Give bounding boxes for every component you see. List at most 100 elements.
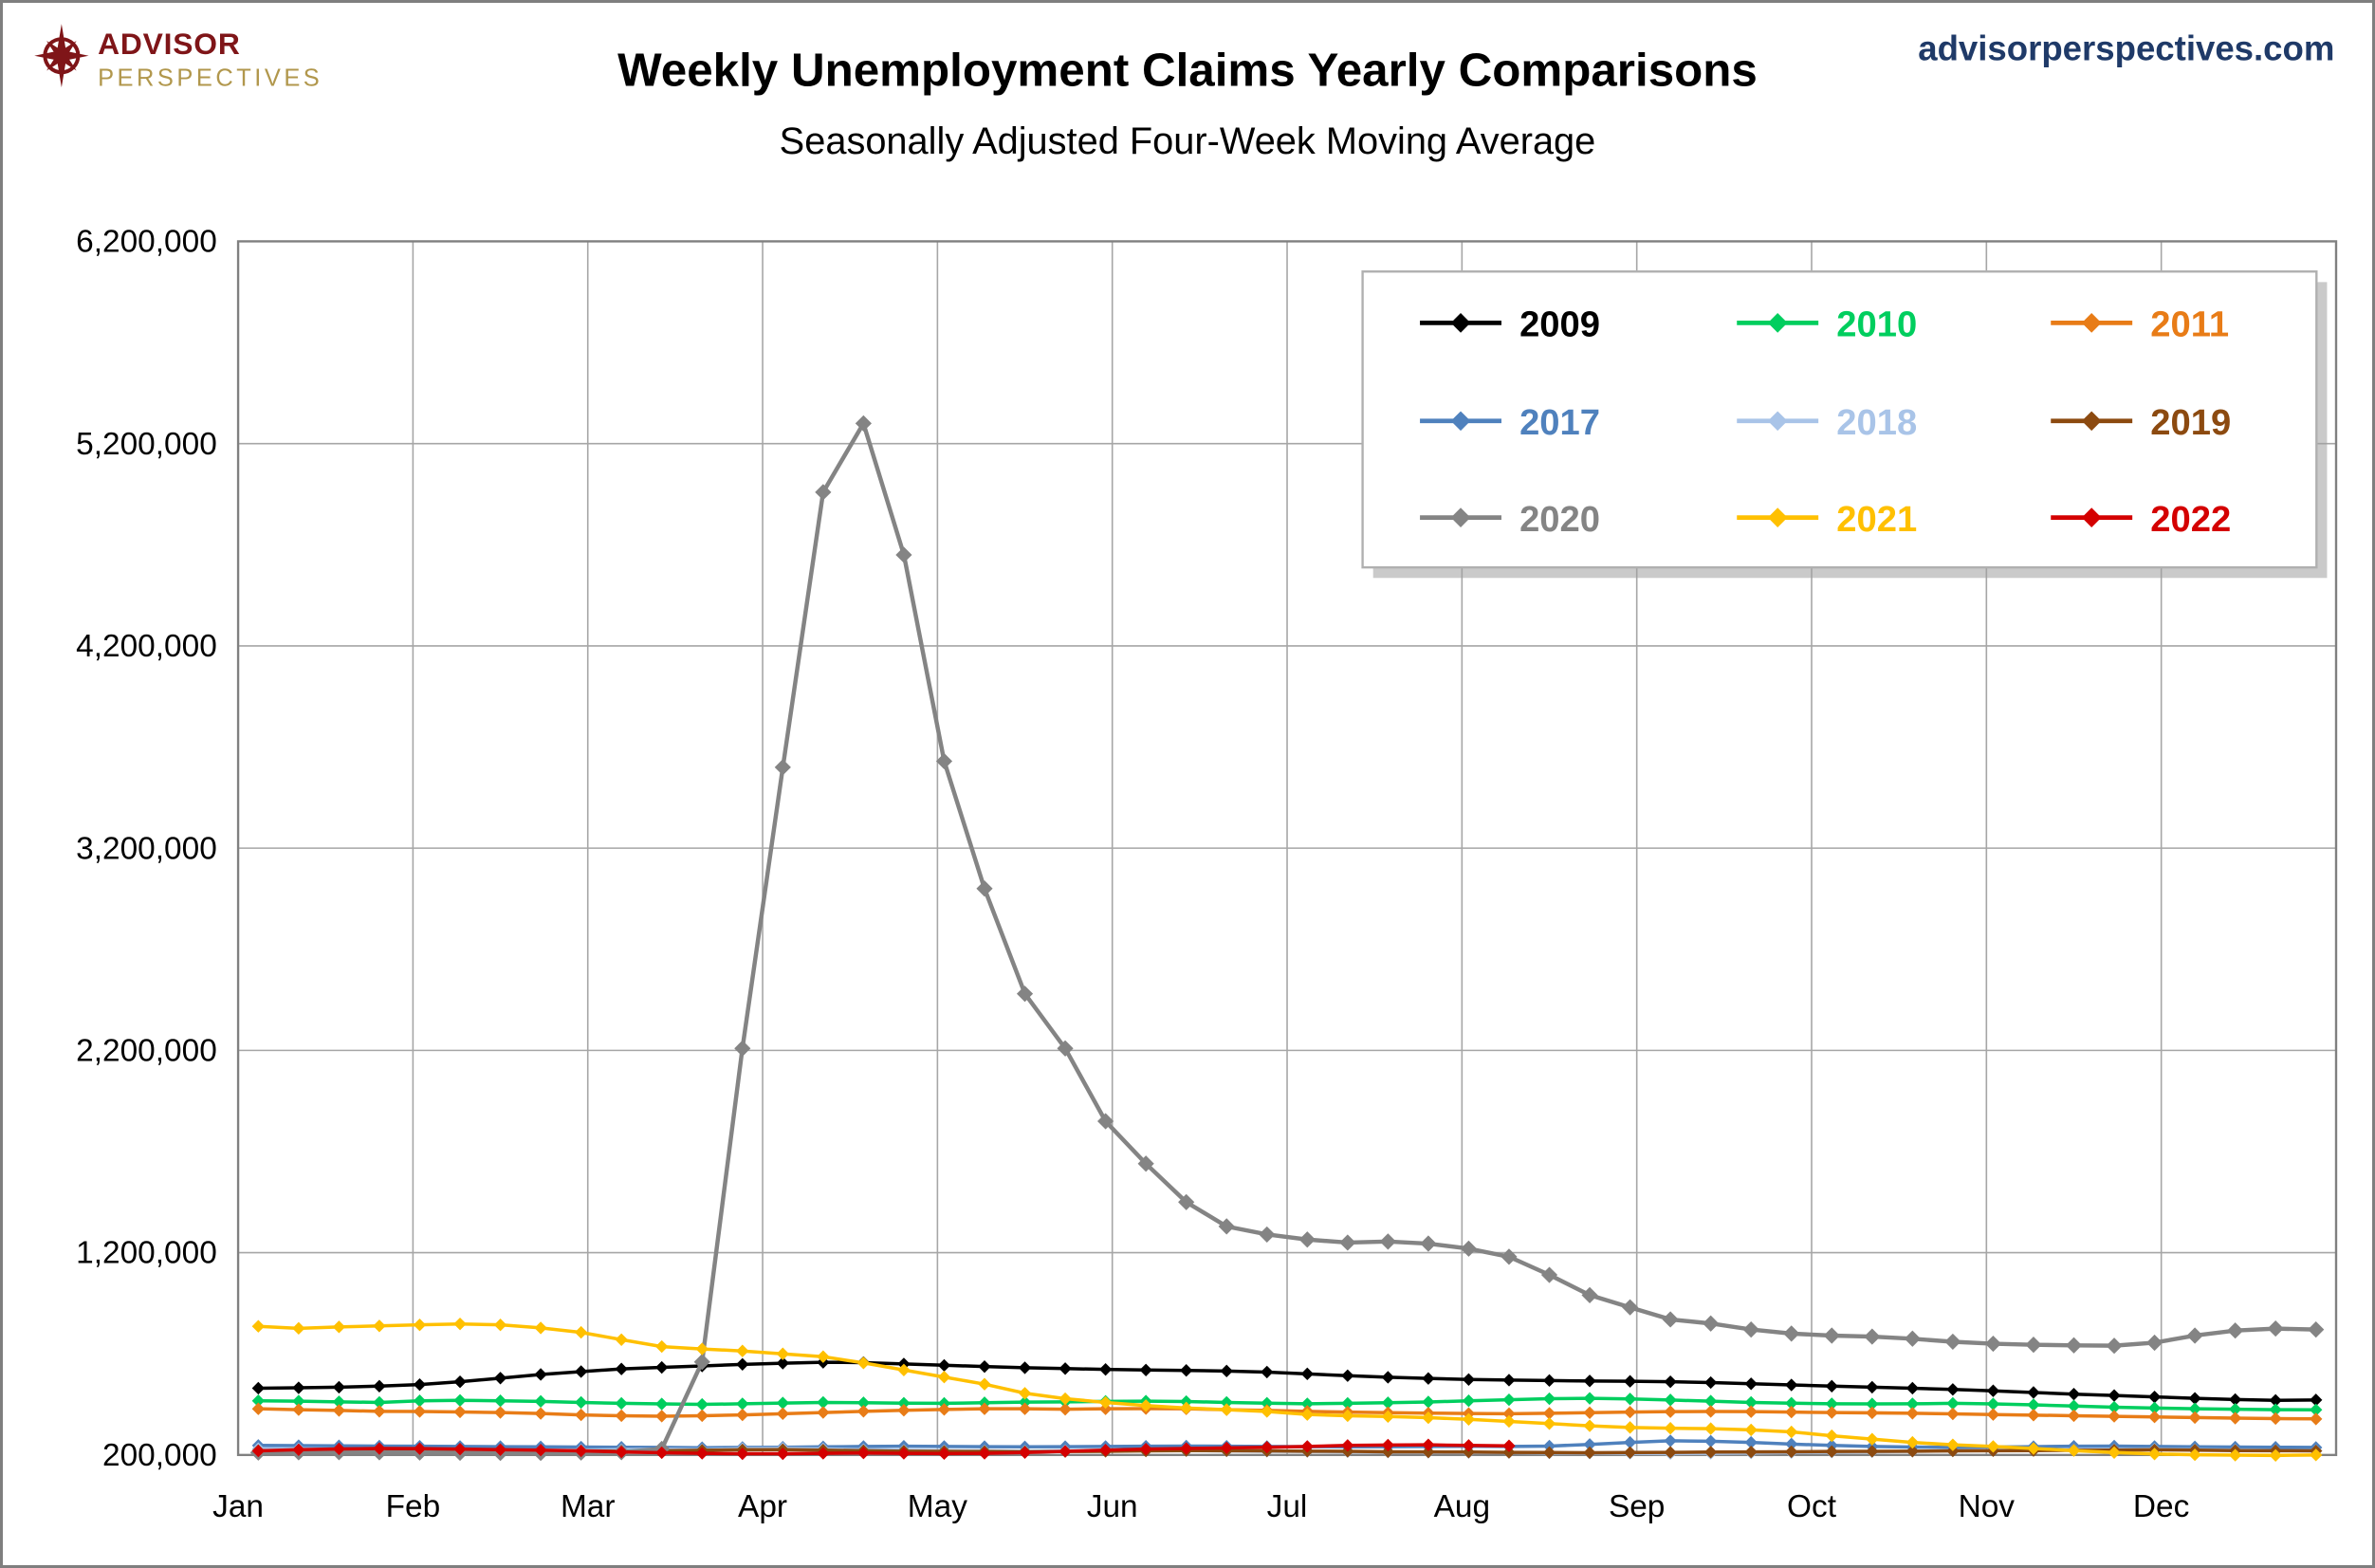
- marker-diamond-2022: [1502, 1439, 1516, 1452]
- marker-diamond-2020: [1379, 1233, 1396, 1250]
- marker-diamond-2021: [615, 1333, 628, 1346]
- marker-diamond-2011: [534, 1407, 547, 1420]
- legend-marker-2009: [1450, 313, 1471, 333]
- marker-diamond-2009: [2067, 1387, 2081, 1401]
- marker-diamond-2011: [1906, 1407, 1920, 1420]
- marker-diamond-2020: [734, 1040, 751, 1057]
- marker-diamond-2009: [615, 1362, 628, 1375]
- marker-diamond-2021: [978, 1377, 991, 1391]
- marker-diamond-2020: [1137, 1155, 1154, 1172]
- chart-title: Weekly Unemployment Claims Yearly Compar…: [617, 45, 1758, 97]
- legend-label-2019: 2019: [2150, 402, 2231, 443]
- marker-diamond-2011: [1583, 1406, 1596, 1419]
- legend-item-2009[interactable]: 2009: [1420, 304, 1600, 345]
- compass-star-diagonal: [46, 40, 77, 71]
- series-line-2009: [258, 1360, 2316, 1402]
- marker-diamond-2021: [1261, 1405, 1274, 1418]
- marker-diamond-2021: [1542, 1417, 1556, 1430]
- y-axis-tick-label: 3,200,000: [76, 831, 217, 866]
- marker-diamond-2021: [1744, 1423, 1758, 1437]
- marker-diamond-2009: [1825, 1379, 1838, 1393]
- marker-diamond-2020: [1500, 1248, 1518, 1265]
- marker-diamond-2021: [937, 1371, 951, 1384]
- x-axis-month-label: Sep: [1609, 1489, 1665, 1524]
- marker-diamond-2021: [1059, 1392, 1072, 1406]
- marker-diamond-2021: [1664, 1422, 1677, 1435]
- marker-diamond-2009: [2310, 1393, 2323, 1407]
- x-axis-month-label: Aug: [1434, 1489, 1490, 1524]
- marker-diamond-2021: [574, 1325, 588, 1339]
- website-link[interactable]: advisorperspectives.com: [1918, 28, 2334, 67]
- marker-diamond-2011: [1946, 1407, 1960, 1421]
- marker-diamond-2020: [815, 484, 832, 501]
- legend-item-2011[interactable]: 2011: [2051, 304, 2229, 345]
- marker-diamond-2011: [817, 1406, 830, 1419]
- marker-diamond-2020: [1984, 1335, 2002, 1353]
- marker-diamond-2019: [1664, 1446, 1677, 1459]
- legend-label-2011: 2011: [2150, 304, 2229, 345]
- marker-diamond-2017: [1703, 1434, 1718, 1448]
- marker-diamond-2019: [1542, 1446, 1556, 1459]
- marker-diamond-2009: [2147, 1390, 2162, 1404]
- marker-diamond-2009: [978, 1359, 991, 1374]
- legend-item-2019[interactable]: 2019: [2051, 402, 2231, 443]
- marker-diamond-2019: [1785, 1445, 1798, 1459]
- marker-diamond-2009: [292, 1381, 305, 1394]
- marker-diamond-2021: [1098, 1395, 1113, 1410]
- marker-diamond-2010: [1785, 1396, 1798, 1410]
- marker-diamond-2011: [695, 1409, 709, 1423]
- marker-diamond-2021: [292, 1321, 305, 1336]
- marker-diamond-2022: [292, 1443, 305, 1456]
- marker-diamond-2011: [1018, 1402, 1032, 1415]
- legend-marker-2011: [2081, 313, 2102, 333]
- marker-diamond-2011: [1825, 1406, 1838, 1419]
- marker-diamond-2009: [1906, 1381, 1920, 1395]
- legend-item-2021[interactable]: 2021: [1737, 499, 1917, 540]
- marker-diamond-2011: [413, 1405, 427, 1418]
- legend-item-2010[interactable]: 2010: [1737, 304, 1917, 345]
- x-axis-month-label: Mar: [561, 1489, 616, 1524]
- marker-diamond-2022: [736, 1447, 749, 1461]
- marker-diamond-2021: [1502, 1414, 1516, 1429]
- marker-diamond-2022: [776, 1447, 789, 1461]
- marker-diamond-2010: [493, 1394, 507, 1408]
- marker-diamond-2022: [1098, 1444, 1113, 1457]
- legend-marker-2020: [1450, 507, 1471, 527]
- marker-diamond-2022: [856, 1447, 871, 1460]
- legend-item-2018[interactable]: 2018: [1737, 402, 1917, 443]
- marker-diamond-2011: [292, 1403, 305, 1416]
- legend-label-2020: 2020: [1519, 499, 1600, 540]
- marker-diamond-2009: [2269, 1393, 2282, 1407]
- marker-diamond-2019: [1703, 1446, 1718, 1459]
- marker-diamond-2011: [373, 1405, 386, 1418]
- marker-diamond-2009: [1059, 1362, 1072, 1375]
- marker-diamond-2010: [1623, 1393, 1637, 1406]
- marker-diamond-2011: [2147, 1411, 2162, 1424]
- marker-diamond-2021: [1623, 1421, 1637, 1434]
- marker-diamond-2017: [1583, 1438, 1596, 1451]
- marker-diamond-2021: [2188, 1448, 2201, 1462]
- marker-diamond-2021: [1825, 1429, 1838, 1443]
- series-line-2010: [258, 1396, 2316, 1412]
- legend-item-2020[interactable]: 2020: [1420, 499, 1600, 540]
- x-axis-month-label: Jan: [212, 1489, 264, 1524]
- marker-diamond-2009: [1542, 1374, 1556, 1388]
- marker-diamond-2009: [1623, 1374, 1637, 1388]
- marker-diamond-2010: [332, 1395, 346, 1409]
- legend-item-2022[interactable]: 2022: [2051, 499, 2231, 540]
- marker-diamond-2011: [897, 1404, 911, 1417]
- marker-diamond-2010: [1542, 1392, 1556, 1406]
- marker-diamond-2009: [2228, 1393, 2242, 1407]
- marker-diamond-2020: [774, 759, 791, 776]
- marker-diamond-2021: [2147, 1448, 2162, 1461]
- x-axis-month-label: Nov: [1959, 1489, 2016, 1524]
- marker-diamond-2022: [655, 1446, 669, 1460]
- legend-marker-2021: [1767, 507, 1788, 527]
- legend-label-2022: 2022: [2150, 499, 2231, 540]
- legend-item-2017[interactable]: 2017: [1420, 402, 1600, 443]
- marker-diamond-2021: [2067, 1444, 2081, 1457]
- marker-diamond-2011: [453, 1405, 467, 1419]
- marker-diamond-2010: [1180, 1394, 1193, 1409]
- marker-diamond-2010: [2108, 1400, 2121, 1414]
- marker-diamond-2020: [1339, 1234, 1356, 1251]
